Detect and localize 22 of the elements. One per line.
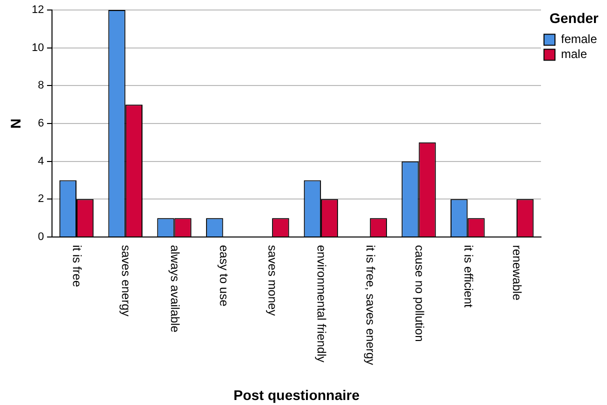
legend-label: female [560,32,598,46]
legend-title: Gender [549,10,600,26]
y-axis-title: N [7,118,24,129]
x-tick-label: environmental friendly [314,245,329,362]
y-tick-label: 4 [38,155,44,168]
y-tick-label: 2 [38,193,44,206]
y-tick-label: 12 [32,4,44,16]
x-tick-label: saves money [266,245,280,316]
x-tick-label: it is free [70,245,84,288]
x-tick-label: always available [168,245,182,333]
x-tick-label: it is efficient [461,245,476,308]
x-tick-label: renewable [510,245,524,301]
y-tick-label: 8 [38,80,44,92]
legend-label: male [560,47,588,62]
x-tick-label: saves energy [119,245,134,316]
y-tick-label: 0 [38,231,44,244]
y-tick-label: 6 [38,118,44,130]
x-tick-label: easy to use [216,245,231,307]
x-tick-label: it is free, saves energy [364,245,378,366]
x-axis-title: Post questionnaire [233,386,360,403]
y-tick-label: 10 [32,42,44,54]
x-tick-label: cause no pollution [412,245,426,342]
